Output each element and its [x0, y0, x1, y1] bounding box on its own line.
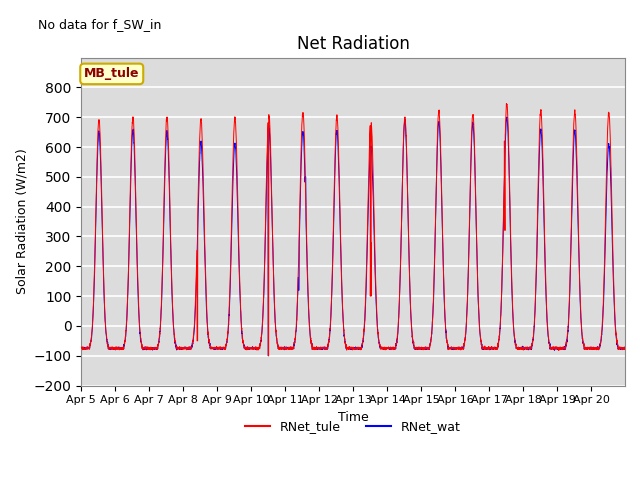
Title: Net Radiation: Net Radiation	[297, 35, 410, 53]
Text: MB_tule: MB_tule	[84, 67, 140, 81]
X-axis label: Time: Time	[338, 411, 369, 424]
Y-axis label: Solar Radiation (W/m2): Solar Radiation (W/m2)	[15, 149, 28, 294]
Legend: RNet_tule, RNet_wat: RNet_tule, RNet_wat	[240, 415, 466, 438]
Text: No data for f_SW_in: No data for f_SW_in	[38, 18, 161, 31]
